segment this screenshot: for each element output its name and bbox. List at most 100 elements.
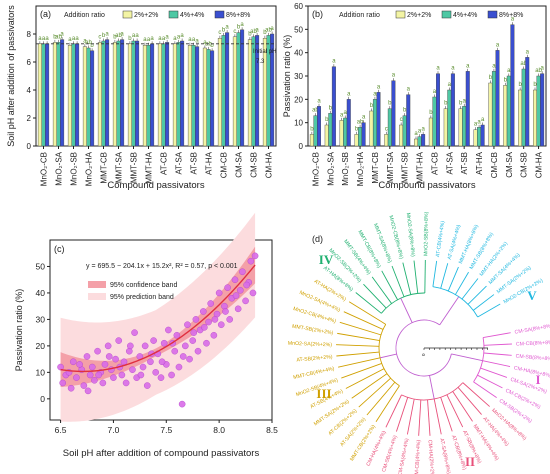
bar-2%+2% [458, 108, 463, 147]
scatter-point [99, 379, 107, 387]
dendrogram-branch [483, 332, 511, 339]
dendrogram-branch [348, 301, 386, 325]
bar-2%+2% [369, 110, 374, 147]
significance-letter: a [362, 115, 366, 121]
significance-letter: a [147, 37, 151, 43]
dendrogram-branch [462, 382, 490, 407]
cluster-label: V [527, 288, 537, 303]
bar-8%+8% [90, 50, 95, 147]
scatter-point [76, 361, 83, 368]
bar-8%+8% [210, 50, 215, 147]
ytick-label: 4 [27, 86, 32, 95]
dendrogram-tip-label: CM-CB(4%+4%) [414, 439, 422, 474]
scatter-point [226, 316, 234, 323]
scatter-point [141, 342, 149, 350]
significance-letter: ab [312, 108, 319, 114]
significance-letter: a [165, 34, 169, 40]
significance-letter: a [392, 73, 396, 79]
significance-letter: ab [85, 40, 92, 46]
significance-letter: a [373, 91, 377, 97]
bar-2%+2% [142, 45, 147, 147]
dendrogram-tip-label: AT-SA(8%+8%) [438, 438, 451, 474]
dendrogram-branch [337, 332, 380, 341]
significance-letter: b [310, 126, 314, 132]
panel-d-label: (d) [312, 234, 323, 244]
scatter-point [143, 382, 151, 389]
xtick-label: CM-SB [520, 152, 529, 178]
panel-c-equation: y = 695.5 − 204.1x + 15.2x², R² = 0.57, … [86, 263, 238, 270]
scatter-point [59, 379, 66, 387]
dendrogram-branch [455, 271, 469, 295]
xtick-label: MnO₂-CB [40, 152, 49, 186]
scatter-point [211, 316, 219, 323]
scatter-point [234, 305, 242, 313]
significance-letter: a [466, 63, 470, 69]
bar-8%+8% [450, 73, 455, 147]
scatter-point [104, 342, 112, 350]
ytick-label: 50 [36, 261, 46, 271]
scatter-point [215, 289, 223, 297]
bar-4%+4% [221, 35, 226, 147]
ytick-label: 2 [27, 114, 32, 123]
significance-letter: ab [205, 41, 212, 47]
scatter-point [83, 353, 91, 360]
significance-letter: ab [520, 61, 527, 67]
scatter-point [217, 321, 225, 329]
panel-a-ylabel: Soil pH after addition of passivators [6, 5, 16, 147]
significance-letter: b [388, 101, 392, 107]
bar-8%+8% [180, 40, 185, 147]
bar-4%+4% [86, 47, 91, 147]
bar-4%+4% [56, 42, 61, 147]
ytick-label: 10 [36, 367, 46, 377]
panel-b-yticks: 0 10 20 30 40 50 60 [294, 2, 308, 151]
panel-a-legend-swatch-2 [168, 10, 179, 19]
ytick-label: 20 [36, 341, 46, 351]
scatter-point [210, 331, 218, 339]
panel-c-points [57, 252, 259, 408]
ytick-label: 30 [36, 314, 46, 324]
dendrogram-tip-label: MMT-CB(4%+4%) [293, 366, 336, 381]
dendrogram-branch [482, 360, 511, 367]
bar-4%+4% [328, 113, 333, 147]
xtick-label: CM-CB [490, 152, 499, 178]
dendrogram-branch [446, 394, 464, 428]
cluster-label: I [535, 372, 540, 387]
significance-letter: a [162, 36, 166, 42]
bar-8%+8% [45, 43, 50, 147]
dendrogram-branch [339, 321, 382, 336]
bar-4%+4% [343, 117, 348, 147]
dendrogram-tip-label: CM-CB(8%+8%) [516, 340, 550, 348]
bar-8%+8% [510, 24, 515, 147]
significance-letter: b [518, 82, 522, 88]
scatter-point [139, 363, 147, 371]
significance-letter: a [451, 66, 455, 72]
ytick-label: 8 [27, 30, 32, 39]
bar-2%+2% [67, 45, 72, 147]
significance-letter: a [132, 33, 136, 39]
significance-letter: b [325, 117, 329, 123]
ytick-label: 40 [294, 49, 303, 58]
dendrogram-branch [433, 398, 442, 435]
bar-2%+2% [309, 134, 314, 147]
significance-letter: c [385, 126, 388, 132]
dendrogram-branch [467, 285, 487, 305]
significance-letter: a [418, 129, 422, 135]
bar-2%+2% [354, 134, 359, 147]
significance-letter: b [53, 34, 57, 40]
scatter-point [165, 326, 172, 334]
scatter-point [69, 358, 77, 366]
bar-8%+8% [525, 57, 530, 147]
bar-4%+4% [521, 68, 526, 147]
xtick-label: MnO₂-SB [70, 152, 79, 186]
scatter-point [147, 358, 154, 366]
bar-2%+2% [217, 38, 222, 147]
dendrogram-branch [440, 397, 453, 432]
dendrogram-tip-label: CM-HA(8%+8%) [513, 365, 550, 379]
significance-letter: a [511, 17, 515, 23]
bar-8%+8% [421, 134, 426, 147]
xtick-label: MMT-HA [145, 151, 154, 183]
panel-d-dendrogram [336, 260, 512, 436]
dendrogram-branch [457, 387, 482, 415]
